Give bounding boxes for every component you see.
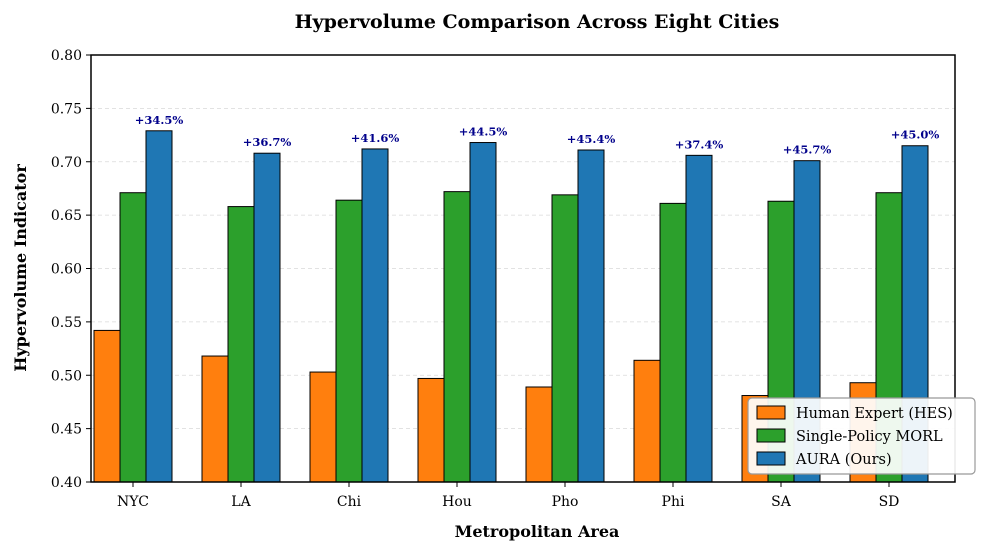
y-tick-label: 0.40 xyxy=(51,475,82,491)
y-tick-label: 0.55 xyxy=(51,315,82,331)
bar-phi-1 xyxy=(659,202,687,483)
chart-title: Hypervolume Comparison Across Eight Citi… xyxy=(295,11,780,33)
y-axis-ticks: 0.40 0.45 0.50 0.55 0.60 0.65 0.70 0.75 0.80 xyxy=(51,48,91,491)
y-tick-label: 0.60 xyxy=(51,262,82,278)
bar-hou-1 xyxy=(443,191,471,483)
y-tick-label: 0.80 xyxy=(51,48,82,64)
improvement-label: +44.5% xyxy=(459,125,508,139)
x-tick-label: NYC xyxy=(117,494,149,510)
bar-pho-1 xyxy=(551,194,579,483)
bar-chi-1 xyxy=(335,199,363,483)
y-tick-label: 0.65 xyxy=(51,208,82,224)
y-tick-label: 0.70 xyxy=(51,155,82,171)
x-tick-label: Hou xyxy=(442,494,472,510)
legend-swatch xyxy=(756,428,786,443)
legend: Human Expert (HES) Single-Policy MORL AURA… xyxy=(747,397,976,475)
y-tick-label: 0.45 xyxy=(51,422,82,438)
x-tick-label: Chi xyxy=(337,494,362,510)
y-tick-label: 0.50 xyxy=(51,368,82,384)
improvement-annotations: +34.5% +36.7% +41.6% +44.5% +45.4% +37.4% +45.… xyxy=(135,113,940,157)
bar-nyc-0 xyxy=(93,329,121,483)
bar-la-0 xyxy=(201,355,229,483)
x-tick-label: SA xyxy=(771,494,792,510)
bar-nyc-1 xyxy=(119,192,147,483)
improvement-label: +34.5% xyxy=(135,113,184,127)
legend-label: Single-Policy MORL xyxy=(796,429,943,445)
y-tick-label: 0.75 xyxy=(51,101,82,117)
improvement-label: +41.6% xyxy=(351,131,400,145)
improvement-label: +45.7% xyxy=(783,143,832,157)
improvement-label: +45.0% xyxy=(891,128,940,142)
y-axis-label: Hypervolume Indicator xyxy=(11,164,30,372)
x-tick-label: Pho xyxy=(552,494,579,510)
x-tick-label: SD xyxy=(879,494,900,510)
bar-la-1 xyxy=(227,206,255,483)
improvement-label: +36.7% xyxy=(243,135,292,149)
x-axis-ticks: NYC LA Chi Hou Pho Phi SA SD xyxy=(117,482,899,510)
x-tick-label: Phi xyxy=(662,494,685,510)
bar-chi-2 xyxy=(361,148,389,483)
bars xyxy=(93,130,929,483)
bar-pho-2 xyxy=(577,149,605,483)
legend-box xyxy=(747,397,976,475)
x-tick-label: LA xyxy=(231,494,251,510)
legend-swatch xyxy=(756,451,786,466)
improvement-label: +45.4% xyxy=(567,132,616,146)
bar-la-2 xyxy=(253,152,281,483)
bar-phi-0 xyxy=(633,359,661,483)
bar-nyc-2 xyxy=(145,130,173,483)
legend-swatch xyxy=(756,405,786,420)
bar-hou-2 xyxy=(469,142,497,483)
x-axis-label: Metropolitan Area xyxy=(455,522,620,541)
bar-phi-2 xyxy=(685,154,713,483)
bar-chi-0 xyxy=(309,371,337,483)
bar-pho-0 xyxy=(525,386,553,483)
bar-hou-0 xyxy=(417,377,445,483)
improvement-label: +37.4% xyxy=(675,137,724,151)
legend-label: AURA (Ours) xyxy=(795,452,892,468)
legend-label: Human Expert (HES) xyxy=(796,406,953,422)
